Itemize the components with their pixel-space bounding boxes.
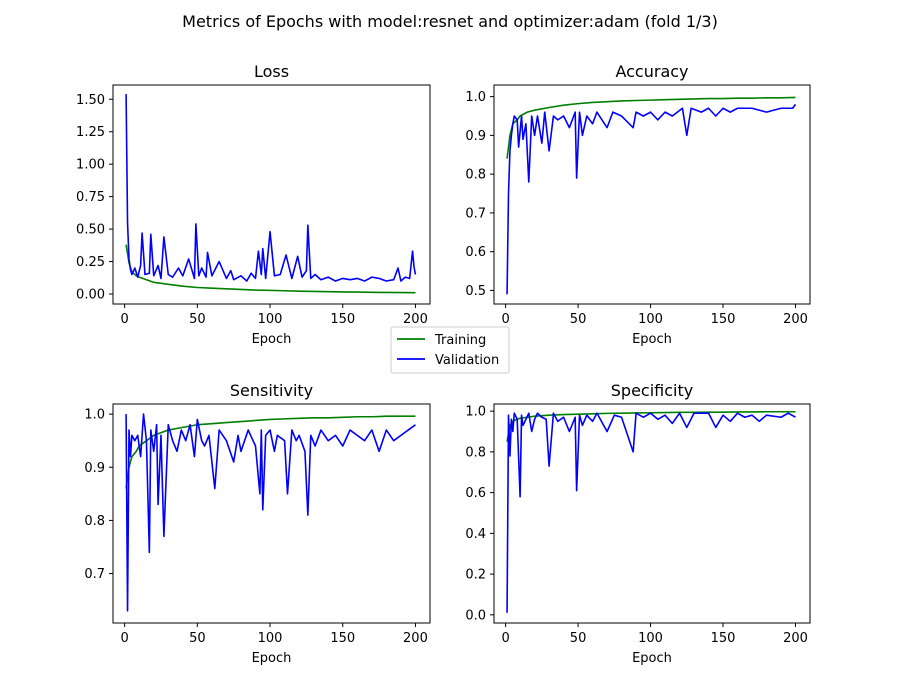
accuracy-frame xyxy=(493,84,811,305)
specificity-xtick-label: 50 xyxy=(570,631,587,646)
accuracy-xlabel: Epoch xyxy=(632,332,672,347)
sensitivity-xtick-label: 100 xyxy=(258,631,283,646)
loss-series-training xyxy=(125,244,416,294)
loss-xtick-label: 50 xyxy=(189,312,206,327)
sensitivity-ytick-label: 0.7 xyxy=(84,567,105,582)
loss-xtick-label: 100 xyxy=(258,312,283,327)
loss-ytick-label: 0.00 xyxy=(76,288,105,303)
sensitivity-ytick-label: 0.9 xyxy=(84,461,105,476)
loss-panel: Loss 0 50 100 150 200 0.00 0.25 0.50 0.75 1.00 1.25… xyxy=(76,62,431,347)
specificity-xlabel: Epoch xyxy=(632,651,672,666)
accuracy-xtick-label: 50 xyxy=(570,312,587,327)
specificity-title: Specificity xyxy=(611,381,693,400)
accuracy-series-validation xyxy=(506,103,797,295)
loss-ytick-label: 1.50 xyxy=(76,93,105,108)
loss-ytick-label: 1.25 xyxy=(76,125,105,140)
specificity-ytick-label: 0.6 xyxy=(465,486,486,501)
sensitivity-ytick-label: 1.0 xyxy=(84,408,105,423)
loss-series-validation xyxy=(125,94,417,282)
accuracy-ytick-label: 0.5 xyxy=(465,284,486,299)
accuracy-series-training xyxy=(506,96,796,159)
loss-ytick-label: 1.00 xyxy=(76,158,105,173)
accuracy-ytick-label: 0.7 xyxy=(465,206,486,221)
sensitivity-panel: Sensitivity 0 50 100 150 200 0.7 0.8 0.9 1.0 Epoch xyxy=(84,381,431,666)
specificity-series-training xyxy=(506,410,796,442)
accuracy-ytick-label: 1.0 xyxy=(465,90,486,105)
legend-training-label: Training xyxy=(434,333,486,348)
accuracy-xtick-label: 100 xyxy=(638,312,663,327)
sensitivity-series-validation xyxy=(125,413,416,612)
sensitivity-frame xyxy=(112,403,431,624)
accuracy-xtick-label: 150 xyxy=(711,312,736,327)
loss-ytick-label: 0.50 xyxy=(76,223,105,238)
sensitivity-xtick-label: 50 xyxy=(189,631,206,646)
loss-xtick-label: 150 xyxy=(330,312,355,327)
sensitivity-ytick-label: 0.8 xyxy=(84,514,105,529)
loss-xlabel: Epoch xyxy=(252,332,292,347)
sensitivity-xtick-label: 0 xyxy=(120,631,128,646)
accuracy-xtick-label: 0 xyxy=(501,312,509,327)
specificity-xtick-label: 150 xyxy=(711,631,736,646)
specificity-ytick-label: 0.0 xyxy=(465,608,486,623)
loss-xtick-label: 200 xyxy=(403,312,428,327)
specificity-frame xyxy=(493,403,811,624)
specificity-ytick-label: 1.0 xyxy=(465,405,486,420)
accuracy-ytick-label: 0.8 xyxy=(465,168,486,183)
accuracy-xtick-label: 200 xyxy=(783,312,808,327)
specificity-panel: Specificity 0 50 100 150 200 0.0 0.2 0.4 0.6 0.8 1.… xyxy=(465,381,811,666)
loss-xtick-label: 0 xyxy=(120,312,128,327)
accuracy-title: Accuracy xyxy=(615,62,688,81)
accuracy-ytick-label: 0.9 xyxy=(465,129,486,144)
loss-title: Loss xyxy=(254,62,289,81)
accuracy-panel: Accuracy 0 50 100 150 200 0.5 0.6 0.7 0.8 0.9 1.0 Ep… xyxy=(465,62,811,347)
specificity-xtick-label: 100 xyxy=(638,631,663,646)
figure-title: Metrics of Epochs with model:resnet and … xyxy=(182,12,718,31)
accuracy-ytick-label: 0.6 xyxy=(465,245,486,260)
specificity-ytick-label: 0.4 xyxy=(465,527,486,542)
specificity-ytick-label: 0.2 xyxy=(465,568,486,583)
legend-validation-label: Validation xyxy=(435,353,499,368)
sensitivity-xtick-label: 150 xyxy=(330,631,355,646)
sensitivity-xlabel: Epoch xyxy=(252,651,292,666)
specificity-xtick-label: 200 xyxy=(783,631,808,646)
loss-ytick-label: 0.25 xyxy=(76,255,105,270)
sensitivity-title: Sensitivity xyxy=(230,381,313,400)
specificity-series-validation xyxy=(506,412,796,613)
loss-frame xyxy=(112,84,431,305)
loss-ytick-label: 0.75 xyxy=(76,190,105,205)
legend: Training Validation xyxy=(390,326,510,374)
specificity-ytick-label: 0.8 xyxy=(465,445,486,460)
sensitivity-xtick-label: 200 xyxy=(403,631,428,646)
specificity-xtick-label: 0 xyxy=(501,631,509,646)
